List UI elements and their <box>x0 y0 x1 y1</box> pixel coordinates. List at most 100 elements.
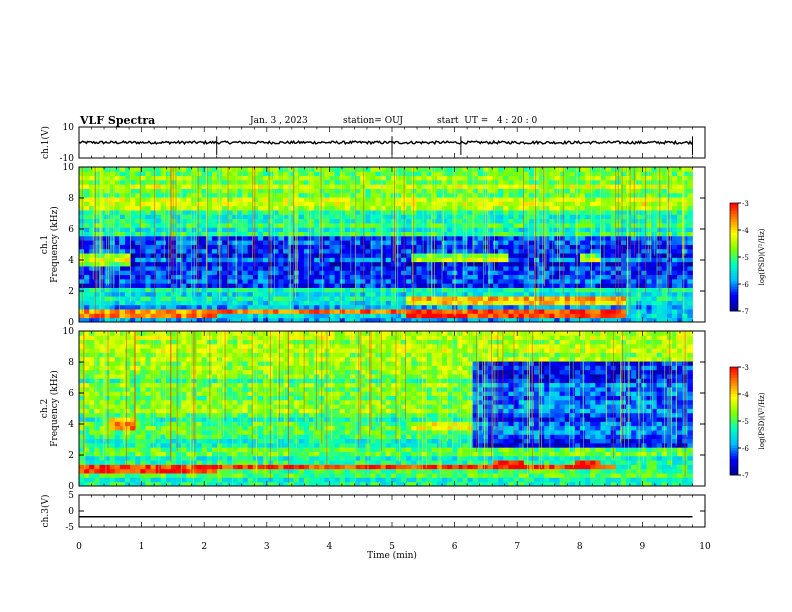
spectrogram-cell <box>222 201 228 207</box>
spectrogram-cell <box>534 197 540 202</box>
spectrogram-cell <box>631 257 637 263</box>
spectrogram-cell <box>130 231 136 237</box>
spectrogram-cell <box>687 317 693 322</box>
spectrogram-cell <box>677 477 683 483</box>
spectrogram-cell <box>273 248 279 254</box>
spectrogram-cell <box>559 210 566 215</box>
spectrogram-cell <box>539 283 545 288</box>
spectrogram-cell <box>89 313 95 319</box>
spectrogram-cell <box>181 231 187 237</box>
spectrogram-cell <box>171 477 177 483</box>
spectrogram-cell <box>252 201 259 207</box>
spectrogram-cell <box>631 309 637 314</box>
spectrogram-cell <box>242 304 249 310</box>
spectrogram-cell <box>119 266 126 271</box>
spectrogram-cell <box>385 179 392 185</box>
spectrogram-cell <box>605 317 612 322</box>
spectrogram-cell <box>237 192 243 198</box>
spectrogram-cell <box>89 309 95 314</box>
spectrogram-cell <box>263 481 269 486</box>
spectrogram-cell <box>160 222 167 228</box>
spectrogram-cell <box>375 253 382 258</box>
spectrogram-cell <box>436 179 443 185</box>
spectrogram-cell <box>385 175 392 181</box>
spectrogram-cell <box>426 477 433 483</box>
spectrogram-cell <box>283 167 289 172</box>
spectrogram-cell <box>523 473 530 478</box>
spectrogram-cell <box>150 184 157 189</box>
spectrogram-cell <box>206 184 213 189</box>
spectrogram-cell <box>487 235 494 241</box>
spectrogram-cell <box>528 304 535 310</box>
spectrogram-cell <box>390 240 397 245</box>
spectrogram-cell <box>89 253 95 258</box>
spectrogram-cell <box>370 192 376 198</box>
spectrogram-cell <box>309 214 315 220</box>
spectrogram-cell <box>273 240 279 245</box>
station-label: station= OUJ <box>343 116 404 126</box>
spectrogram-cell <box>104 274 111 280</box>
spectrogram-cell <box>206 179 213 185</box>
spectrogram-cell <box>365 309 371 314</box>
spectrogram-cell <box>467 240 474 245</box>
spectrogram-cell <box>590 270 596 276</box>
spectrogram-cell <box>89 481 95 486</box>
spectrogram-cell <box>687 210 693 215</box>
spectrogram-cell <box>206 291 213 297</box>
spectrogram-cell <box>130 235 136 241</box>
spectrogram-cell <box>534 222 540 228</box>
spectrogram-cell <box>349 188 356 194</box>
spectrogram-cell <box>355 184 361 189</box>
spectrogram-cell <box>472 317 479 322</box>
spectrogram-cell <box>600 222 606 228</box>
spectrogram-cell <box>145 244 151 250</box>
spectrogram-cell <box>380 253 387 258</box>
spectrogram-cell <box>641 257 647 263</box>
spectrogram-cell <box>431 313 438 319</box>
spectrogram-cell <box>84 291 90 297</box>
spectrogram-cell <box>472 214 479 220</box>
spectrogram-cell <box>641 283 647 288</box>
spectrogram-cell <box>314 192 320 198</box>
spectrogram-cell <box>482 253 489 258</box>
spectrogram-cell <box>447 300 453 306</box>
spectrogram-cell <box>334 317 341 322</box>
spectrogram-cell <box>590 317 596 322</box>
spectrogram-cell <box>227 481 233 486</box>
spectrogram-cell <box>441 296 448 301</box>
spectrogram-cell <box>303 197 310 202</box>
spectrogram-cell <box>493 227 499 232</box>
spectrogram-cell <box>605 291 612 297</box>
spectrogram-cell <box>329 248 336 254</box>
spectrogram-cell <box>595 167 601 172</box>
spectrogram-cell <box>666 235 673 241</box>
spectrogram-cell <box>574 287 581 293</box>
spectrogram-cell <box>518 477 525 483</box>
spectrogram-cell <box>549 291 555 297</box>
spectrogram-cell <box>390 274 397 280</box>
spectrogram-cell <box>411 291 417 297</box>
spectrogram-cell <box>585 248 591 254</box>
spectrogram-cell <box>441 473 448 478</box>
spectrogram-cell <box>559 188 566 194</box>
spectrogram-cell <box>462 283 468 288</box>
spectrogram-cell <box>324 481 330 486</box>
spectrogram-cell <box>339 287 346 293</box>
spectrogram-cell <box>232 167 238 172</box>
colorbar-cell <box>730 216 738 220</box>
spectrogram-cell <box>498 167 504 172</box>
spectrogram-cell <box>482 270 489 276</box>
spectrogram-cell <box>549 201 555 207</box>
spectrogram-cell <box>222 278 228 284</box>
spectrogram-cell <box>242 473 249 478</box>
spectrogram-cell <box>339 313 346 319</box>
spectrogram-cell <box>109 214 116 220</box>
spectrogram-cell <box>355 274 361 280</box>
spectrogram-cell <box>544 270 550 276</box>
spectrogram-cell <box>257 477 264 483</box>
spectrogram-cell <box>130 274 136 280</box>
spectrogram-cell <box>539 231 545 237</box>
spectrogram-cell <box>661 248 668 254</box>
spectrogram-cell <box>406 240 412 245</box>
spectrogram-cell <box>518 313 525 319</box>
